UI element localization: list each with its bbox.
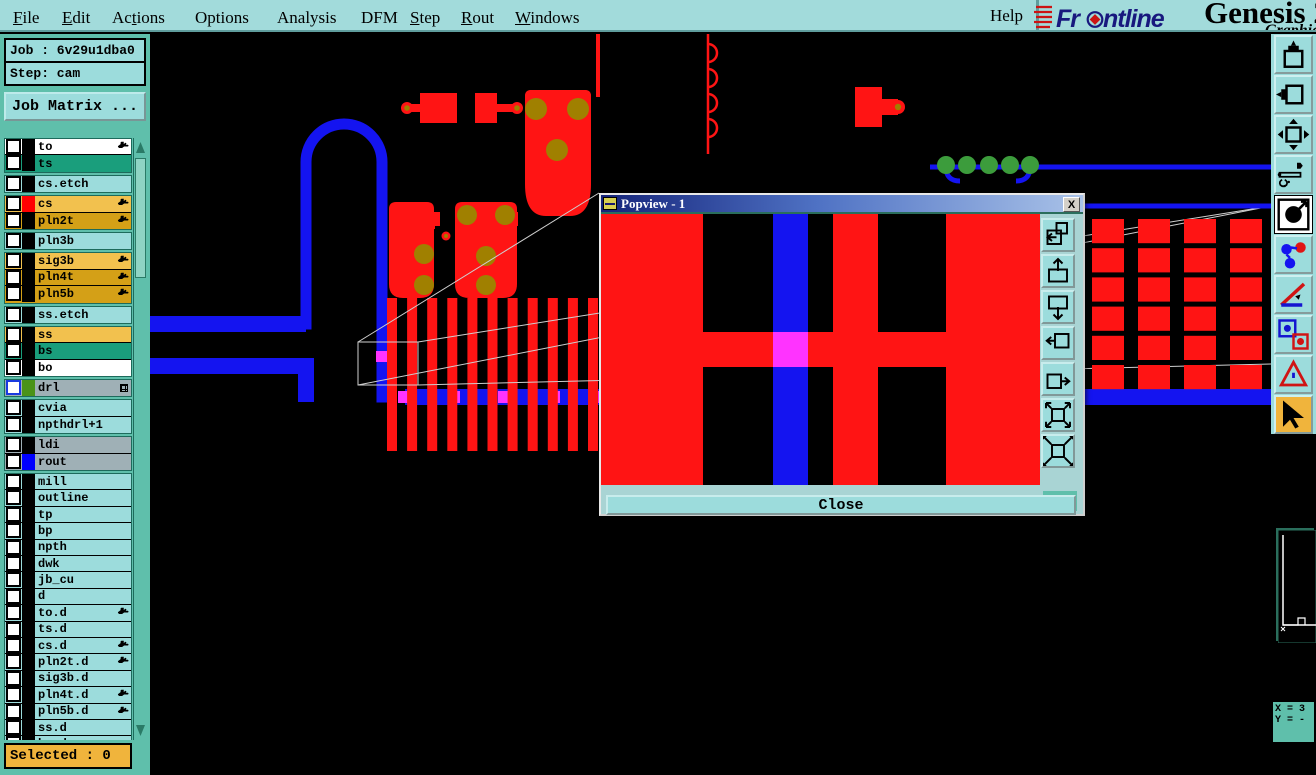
svg-text:Fr: Fr bbox=[1056, 5, 1081, 32]
svg-text:ntline: ntline bbox=[1103, 5, 1165, 32]
